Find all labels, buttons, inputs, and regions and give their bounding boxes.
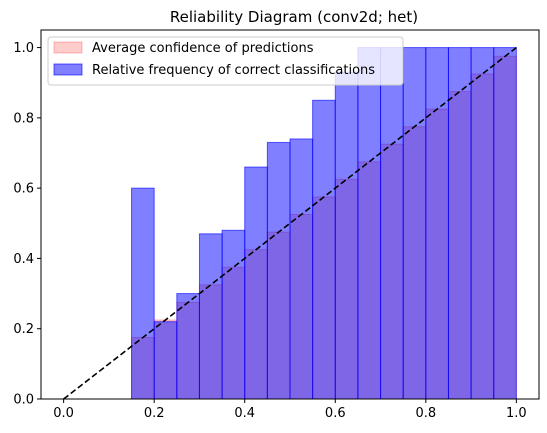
accuracy-bar [493,47,517,400]
legend-label-confidence: Average confidence of predictions [92,41,314,56]
accuracy-bar [153,321,178,400]
legend: Average confidence of predictions Relati… [47,36,404,86]
x-tick-label: 0.0 [53,406,74,421]
accuracy-bar [221,229,246,400]
y-axis: 0.0 0.2 0.4 0.6 0.8 1.0 [13,41,41,408]
accuracy-bars [131,47,517,400]
x-tick-label: 0.6 [325,406,346,421]
plot-frame [40,29,540,400]
accuracy-bar [131,187,155,400]
x-axis: 0.0 0.2 0.4 0.6 0.8 1.0 [53,399,527,421]
chart-title: Reliability Diagram (conv2d; het) [170,8,418,26]
accuracy-bar [357,47,382,400]
accuracy-bar [266,141,291,400]
accuracy-bar [447,47,472,400]
y-tick-label: 0.0 [13,393,34,408]
accuracy-bar [380,47,404,400]
x-tick-label: 0.4 [234,406,255,421]
accuracy-bar [198,233,223,400]
legend-swatch-confidence [53,41,83,54]
x-tick-label: 1.0 [506,406,527,421]
accuracy-bar [334,71,359,400]
accuracy-bar [402,47,427,400]
y-tick-label: 0.4 [13,252,34,267]
diagonal-reference-line [63,46,517,400]
accuracy-bar [289,138,314,400]
legend-label-accuracy: Relative frequency of correct classifica… [92,63,375,78]
diagonal-line [63,46,517,400]
accuracy-bar [470,47,495,400]
y-tick-label: 0.8 [13,111,34,126]
y-tick-label: 0.2 [13,322,34,337]
x-tick-label: 0.8 [415,406,436,421]
legend-swatch-accuracy [53,63,83,76]
y-tick-label: 0.6 [13,182,34,197]
accuracy-bar [425,47,449,400]
x-tick-label: 0.2 [144,406,165,421]
accuracy-bar [312,99,336,400]
legend-box [47,36,404,86]
accuracy-bar [244,166,268,400]
y-tick-label: 1.0 [13,41,34,56]
